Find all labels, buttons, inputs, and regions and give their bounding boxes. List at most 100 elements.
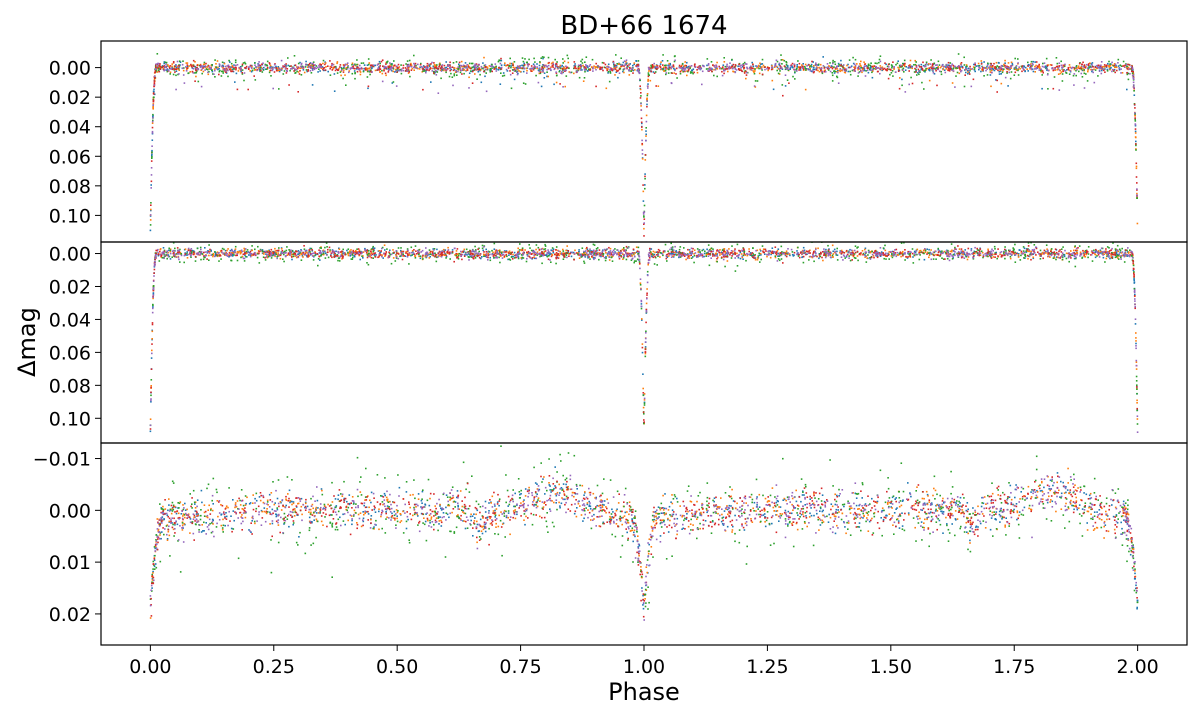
data-point xyxy=(1109,67,1112,70)
data-point xyxy=(500,255,502,257)
data-point xyxy=(159,248,162,250)
data-point xyxy=(1034,65,1036,68)
data-point xyxy=(508,65,510,68)
data-point xyxy=(1134,132,1137,134)
data-point xyxy=(195,71,198,74)
data-point xyxy=(706,64,708,67)
data-point xyxy=(1136,182,1138,184)
data-point xyxy=(332,67,334,70)
data-point xyxy=(1018,66,1020,68)
data-point xyxy=(249,254,252,256)
data-point xyxy=(761,66,763,68)
data-point xyxy=(149,214,152,216)
data-point xyxy=(356,63,358,66)
data-point xyxy=(351,63,353,66)
data-point xyxy=(644,154,647,156)
data-point xyxy=(441,69,444,71)
data-point xyxy=(426,254,429,257)
data-point xyxy=(1040,69,1042,72)
data-point xyxy=(234,64,237,67)
data-point xyxy=(752,70,755,72)
data-point xyxy=(723,72,725,75)
data-point xyxy=(192,64,195,67)
data-point xyxy=(1127,66,1130,69)
data-point xyxy=(705,68,708,70)
data-point xyxy=(822,65,825,67)
data-point xyxy=(776,66,779,69)
data-point xyxy=(354,77,356,80)
data-point xyxy=(312,65,314,68)
data-point xyxy=(1126,72,1128,74)
data-point xyxy=(815,254,817,257)
data-point xyxy=(841,66,844,68)
data-point xyxy=(552,64,554,66)
data-point xyxy=(1110,254,1112,256)
data-point xyxy=(832,250,834,253)
data-point xyxy=(990,69,993,72)
data-point xyxy=(500,57,502,60)
data-point xyxy=(724,68,726,71)
data-point xyxy=(665,66,667,69)
data-point xyxy=(688,65,691,68)
data-point xyxy=(454,71,457,73)
data-point xyxy=(264,68,267,70)
data-point xyxy=(642,200,645,202)
data-point xyxy=(311,84,314,86)
data-point xyxy=(684,61,686,63)
data-point xyxy=(469,70,472,72)
data-point xyxy=(1051,67,1054,69)
data-point xyxy=(275,67,277,69)
data-point xyxy=(1035,61,1038,63)
data-point xyxy=(911,67,913,70)
data-point xyxy=(530,69,532,71)
data-point xyxy=(151,149,153,152)
data-point xyxy=(786,253,789,256)
data-point xyxy=(917,64,920,67)
data-point xyxy=(759,250,762,252)
data-point xyxy=(995,79,997,81)
data-point xyxy=(563,69,565,72)
data-point xyxy=(1000,82,1003,85)
data-point xyxy=(948,70,951,72)
data-point xyxy=(457,67,460,70)
data-point xyxy=(777,255,779,257)
data-point xyxy=(670,82,673,85)
data-point xyxy=(340,66,343,69)
data-point xyxy=(280,251,283,253)
data-point xyxy=(454,254,456,256)
data-point xyxy=(232,252,234,254)
data-point xyxy=(692,72,694,75)
data-point xyxy=(324,69,327,71)
data-point xyxy=(1128,64,1131,66)
data-point xyxy=(1064,63,1066,66)
data-point xyxy=(1135,140,1137,143)
data-point xyxy=(407,65,409,67)
data-point xyxy=(842,64,845,66)
data-point xyxy=(240,70,242,73)
data-point xyxy=(512,255,514,258)
data-point xyxy=(1032,70,1035,73)
data-point xyxy=(366,67,369,70)
data-point xyxy=(869,68,871,71)
data-point xyxy=(251,69,254,72)
data-point xyxy=(506,70,509,72)
data-point xyxy=(239,67,242,69)
data-point xyxy=(417,63,419,66)
data-point xyxy=(635,251,638,253)
data-point xyxy=(191,66,193,68)
data-point xyxy=(889,68,891,71)
data-point xyxy=(323,69,325,72)
data-point xyxy=(1013,66,1016,69)
data-point xyxy=(422,88,424,91)
data-point xyxy=(254,62,256,64)
data-point xyxy=(215,66,218,68)
data-point xyxy=(1091,69,1094,71)
data-point xyxy=(407,67,409,70)
data-point xyxy=(472,70,474,73)
data-point xyxy=(694,66,697,68)
data-point xyxy=(1131,72,1134,75)
data-point xyxy=(968,71,970,74)
data-point xyxy=(990,64,992,66)
data-point xyxy=(637,65,640,68)
data-point xyxy=(493,248,496,250)
